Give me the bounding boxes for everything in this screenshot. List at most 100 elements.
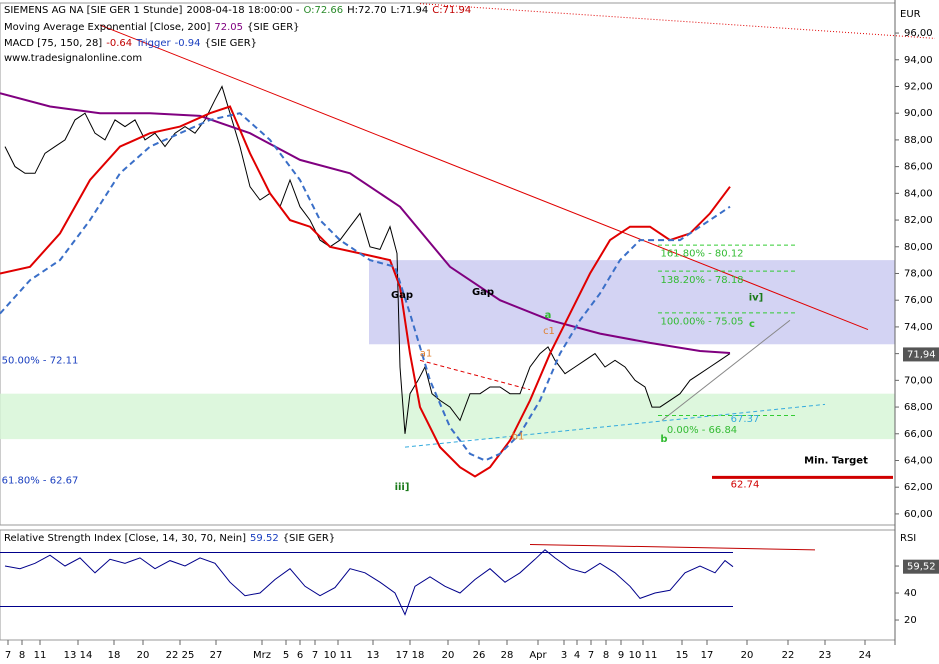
annotation: c1 — [543, 326, 555, 337]
trend-line — [661, 319, 791, 421]
annotation: 50.00% - 72.11 — [2, 355, 79, 366]
trend-line — [404, 403, 826, 448]
website-text: www.tradesignalonline.com — [4, 53, 143, 64]
y-tick-label: 74,00 — [904, 322, 933, 333]
header-line: MACD [75, 150, 28] -0.64 Trigger -0.94 {SIE … — [4, 38, 261, 50]
trend-line — [99, 24, 869, 331]
y-tick-label: 84,00 — [904, 188, 933, 199]
x-tick-label: 26 — [473, 650, 486, 661]
x-tick-label: 11 — [34, 650, 47, 661]
x-tick-label: 10 11 — [324, 650, 353, 661]
rsi-name: Relative Strength Index [Close, 14, 30, … — [4, 533, 247, 544]
x-tick-label: 3 — [561, 650, 567, 661]
x-tick-label: 28 — [501, 650, 514, 661]
x-tick-label: 13 14 — [64, 650, 93, 661]
annotation: 100.00% - 75.05 — [660, 317, 743, 328]
annotation: b — [660, 434, 667, 445]
x-tick-label: 13 — [367, 650, 380, 661]
ema-name: Moving Average Exponential [Close, 200] — [4, 22, 211, 33]
annotation: Min. Target — [804, 455, 868, 466]
trigger-value: -0.94 — [174, 38, 201, 49]
annotation: 62.74 — [731, 480, 760, 491]
x-tick-label: 20 — [442, 650, 455, 661]
series-line — [0, 92, 731, 354]
trend-line — [529, 543, 816, 551]
x-tick-label: 8 — [603, 650, 609, 661]
y-tick-label: 86,00 — [904, 162, 933, 173]
y-tick-label: 40 — [904, 588, 917, 599]
x-tick-label: Apr — [529, 650, 547, 661]
last-value-box — [903, 559, 939, 574]
annotation: iv] — [749, 293, 764, 304]
y-tick-label: 70,00 — [904, 375, 933, 386]
x-tick-label: 22 — [782, 650, 795, 661]
close: C:71.94 — [432, 5, 472, 16]
x-tick-label: 8 — [19, 650, 25, 661]
header-line: SIEMENS AG NA [SIE GER 1 Stunde] 2008-04-… — [4, 5, 475, 17]
annotation: 61.80% - 62.67 — [2, 476, 79, 487]
annotation: b1 — [512, 431, 525, 442]
annotation: 161.80% - 80.12 — [660, 248, 743, 259]
y-tick-label: 90,00 — [904, 108, 933, 119]
x-tick-label: 6 — [297, 650, 303, 661]
x-tick-label: 20 — [741, 650, 754, 661]
currency-label: EUR — [900, 9, 921, 20]
trigger-name: Trigger — [136, 38, 171, 49]
symbol: {SIE GER} — [247, 22, 300, 33]
y-tick-label: 82,00 — [904, 215, 933, 226]
series-line — [4, 85, 731, 434]
x-tick-label: 17 — [701, 650, 714, 661]
symbol-title: SIEMENS AG NA [SIE GER 1 Stunde] — [4, 5, 183, 16]
macd-value: -0.64 — [106, 38, 133, 49]
annotation: iii] — [395, 482, 410, 493]
trend-line — [419, 359, 531, 391]
rsi-axis-label: RSI — [900, 533, 916, 544]
annotation: a — [545, 310, 552, 321]
zone — [0, 393, 895, 440]
last-value-label: 59,52 — [907, 562, 936, 573]
annotation: a1 — [420, 349, 433, 360]
open: O:72.66 — [303, 5, 344, 16]
symbol: {SIE GER} — [204, 38, 258, 49]
y-tick-label: 68,00 — [904, 402, 933, 413]
last-value-box — [903, 347, 939, 362]
zone-label: Gap — [391, 290, 413, 301]
annotation: 138.20% - 78.18 — [660, 275, 743, 286]
low: L:71.94 — [390, 5, 429, 16]
x-tick-label: 5 — [283, 650, 289, 661]
timestamp: 2008-04-18 18:00:00 - — [186, 5, 300, 16]
header-line: Moving Average Exponential [Close, 200] 7… — [4, 22, 304, 34]
x-tick-label: 7 — [5, 650, 11, 661]
y-tick-label: 78,00 — [904, 268, 933, 279]
last-value-label: 71,94 — [907, 349, 936, 360]
x-tick-label: Mrz — [253, 650, 271, 661]
y-tick-label: 60,00 — [904, 509, 933, 520]
y-tick-label: 96,00 — [904, 28, 933, 39]
x-tick-label: 17 18 — [396, 650, 425, 661]
series-line — [0, 112, 731, 462]
annotation: 67.37 — [731, 414, 760, 425]
x-tick-label: 22 25 — [166, 650, 195, 661]
series-line — [0, 105, 731, 478]
high: H:72.70 — [347, 5, 387, 16]
y-tick-label: 94,00 — [904, 55, 933, 66]
y-tick-label: 88,00 — [904, 135, 933, 146]
x-tick-label: 27 — [210, 650, 223, 661]
ema-value: 72.05 — [214, 22, 243, 33]
macd-name: MACD [75, 150, 28] — [4, 38, 103, 49]
y-tick-label: 76,00 — [904, 295, 933, 306]
series-line — [4, 549, 734, 616]
annotation: Gap — [472, 287, 494, 298]
x-tick-label: 9 — [618, 650, 624, 661]
y-tick-label: 92,00 — [904, 81, 933, 92]
x-tick-label: 10 11 — [629, 650, 658, 661]
y-tick-label: 80,00 — [904, 242, 933, 253]
x-tick-label: 7 — [588, 650, 594, 661]
zone — [369, 260, 895, 345]
x-tick-label: 20 — [137, 650, 150, 661]
y-tick-label: 20 — [904, 615, 917, 626]
rsi-value: 59.52 — [250, 533, 279, 544]
website: www.tradesignalonline.com — [4, 53, 146, 65]
y-tick-label: 64,00 — [904, 455, 933, 466]
